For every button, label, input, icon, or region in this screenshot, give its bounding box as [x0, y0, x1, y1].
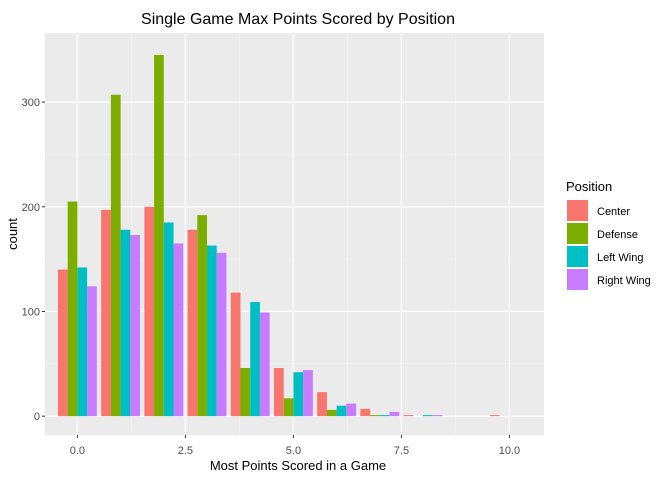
bar: [216, 252, 227, 417]
bar: [207, 245, 217, 417]
bar: [389, 411, 400, 417]
bar: [67, 201, 78, 417]
bar: [489, 415, 500, 417]
bar: [360, 408, 371, 417]
bar: [87, 286, 97, 417]
bar: [120, 229, 131, 417]
x-tick-label: 7.5: [394, 445, 409, 457]
legend-label: Left Wing: [597, 252, 643, 264]
y-axis: 0 100 200 300: [22, 97, 45, 423]
legend: Position Center Defense Left Wing Right Win…: [566, 179, 651, 290]
bar: [173, 243, 184, 417]
bar: [303, 370, 313, 417]
bar: [250, 302, 260, 417]
bar: [130, 235, 141, 417]
y-tick-label: 100: [22, 306, 40, 318]
bar: [403, 415, 414, 417]
legend-label: Defense: [597, 229, 638, 241]
bar: [432, 415, 443, 417]
y-tick-label: 300: [22, 97, 40, 109]
bar: [346, 403, 357, 417]
legend-key: [567, 223, 588, 244]
legend-key: [567, 200, 588, 221]
bar: [240, 368, 251, 417]
legend-title: Position: [566, 179, 612, 194]
bar: [283, 398, 294, 417]
bars: [57, 54, 500, 417]
bar: [101, 209, 111, 417]
bar: [423, 415, 433, 417]
bar: [259, 312, 270, 417]
bar: [57, 269, 68, 417]
legend-label: Center: [597, 206, 630, 218]
x-axis-title: Most Points Scored in a Game: [210, 458, 386, 473]
bar: [110, 94, 121, 417]
x-tick-label: 10.0: [499, 445, 520, 457]
x-tick-label: 0.0: [70, 445, 85, 457]
bar: [230, 292, 241, 417]
grid-lines: [45, 33, 544, 435]
legend-label: Right Wing: [597, 275, 651, 287]
y-axis-title: count: [5, 218, 20, 250]
bar: [370, 415, 380, 417]
chart-title: Single Game Max Points Scored by Positio…: [141, 11, 455, 28]
y-tick-label: 200: [22, 202, 40, 214]
legend-key: [567, 246, 588, 267]
bar: [197, 215, 208, 417]
bar: [317, 392, 327, 417]
x-tick-label: 5.0: [286, 445, 301, 457]
bar: [293, 372, 304, 417]
x-axis: 0.0 2.5 5.0 7.5 10.0: [70, 435, 520, 457]
bar: [154, 54, 164, 417]
bar: [77, 267, 88, 417]
y-tick-label: 0: [34, 411, 40, 423]
bar: [379, 415, 390, 417]
bar: [326, 409, 337, 417]
bar: [163, 222, 174, 417]
bar: [273, 368, 284, 417]
bar: [336, 405, 347, 417]
legend-key: [567, 269, 588, 290]
bar: [144, 206, 155, 417]
x-tick-label: 2.5: [178, 445, 193, 457]
bar: [187, 229, 198, 417]
